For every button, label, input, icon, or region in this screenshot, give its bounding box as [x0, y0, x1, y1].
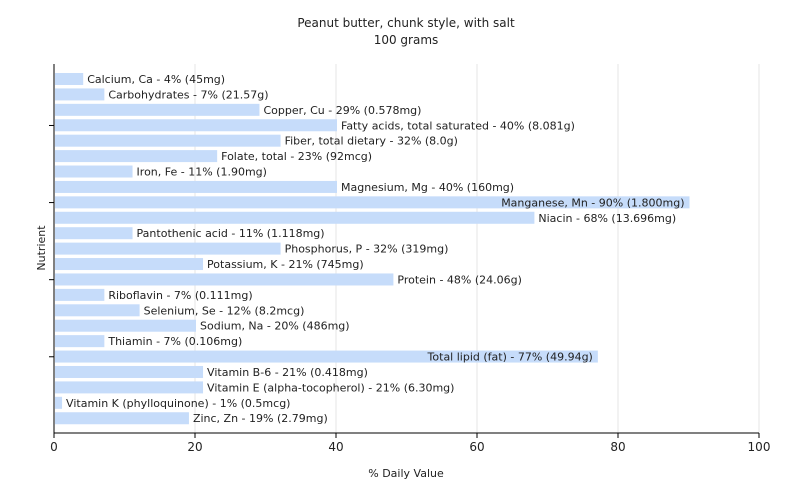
bar-label: Vitamin K (phylloquinone) - 1% (0.5mcg): [66, 397, 290, 410]
x-tick-label: 40: [328, 440, 343, 454]
bar: [55, 319, 196, 332]
axes-layer: 0 20 40 60 80 100: [49, 64, 770, 454]
y-axis-label: Nutrient: [35, 225, 48, 271]
bar-label: Total lipid (fat) - 77% (49.94g): [427, 351, 593, 364]
bar: [55, 103, 260, 116]
bar: [55, 288, 105, 301]
x-axis-label: % Daily Value: [368, 467, 444, 480]
bar-label: Copper, Cu - 29% (0.578mg): [263, 104, 421, 117]
x-tick-label: 0: [50, 440, 58, 454]
chart-subtitle: 100 grams: [374, 33, 439, 47]
x-tick-label: 80: [610, 440, 625, 454]
bar: [55, 350, 598, 363]
bar: [55, 196, 690, 209]
bars-layer: Calcium, Ca - 4% (45mg) Carbohydrates - 7…: [55, 73, 690, 425]
bar-label: Calcium, Ca - 4% (45mg): [87, 73, 225, 86]
bar-label: Magnesium, Mg - 40% (160mg): [341, 181, 514, 194]
bar-label: Thiamin - 7% (0.106mg): [107, 335, 242, 348]
bar: [55, 88, 105, 101]
bar-label: Vitamin E (alpha-tocopherol) - 21% (6.30…: [207, 381, 454, 394]
bar: [55, 335, 105, 348]
bar-label: Iron, Fe - 11% (1.90mg): [137, 166, 267, 179]
bar: [55, 304, 140, 317]
bar-label: Sodium, Na - 20% (486mg): [200, 320, 350, 333]
bar: [55, 365, 204, 378]
bar: [55, 150, 218, 163]
bar-label: Niacin - 68% (13.696mg): [538, 212, 676, 225]
bar: [55, 396, 63, 409]
bar: [55, 258, 204, 271]
bar: [55, 273, 394, 286]
bar-label: Selenium, Se - 12% (8.2mcg): [144, 304, 305, 317]
bar: [55, 119, 337, 132]
x-tick-label: 100: [748, 440, 771, 454]
bar-label: Protein - 48% (24.06g): [397, 273, 522, 286]
bar: [55, 180, 337, 193]
bar-label: Fatty acids, total saturated - 40% (8.08…: [341, 119, 575, 132]
bar: [55, 73, 84, 85]
bar: [55, 381, 204, 394]
bar: [55, 211, 535, 224]
x-tick-label: 20: [187, 440, 202, 454]
bar-label: Phosphorus, P - 32% (319mg): [285, 243, 449, 256]
bar-label: Pantothenic acid - 11% (1.118mg): [137, 227, 325, 240]
x-tick-label: 60: [469, 440, 484, 454]
bar-label: Potassium, K - 21% (745mg): [207, 258, 364, 271]
bar: [55, 165, 133, 178]
bar-label: Vitamin B-6 - 21% (0.418mg): [207, 366, 368, 379]
bar: [55, 412, 189, 425]
bar-label: Folate, total - 23% (92mcg): [221, 150, 372, 163]
bar-label: Riboflavin - 7% (0.111mg): [108, 289, 252, 302]
bar-label: Fiber, total dietary - 32% (8.0g): [285, 135, 458, 148]
bar: [55, 242, 281, 255]
bar-label: Manganese, Mn - 90% (1.800mg): [501, 196, 684, 209]
bar: [55, 227, 133, 240]
bar-label: Zinc, Zn - 19% (2.79mg): [193, 412, 328, 425]
chart-title: Peanut butter, chunk style, with salt: [297, 16, 515, 30]
bar: [55, 134, 281, 147]
bar-label: Carbohydrates - 7% (21.57g): [108, 88, 268, 101]
